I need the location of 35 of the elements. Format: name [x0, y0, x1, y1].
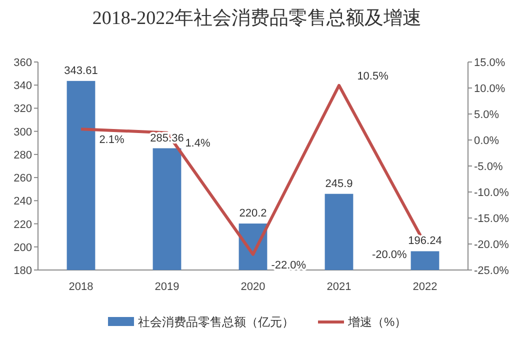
y2-tick-label: -15.0%	[474, 213, 510, 225]
y-tick-label: 220	[14, 218, 32, 231]
y-tick-label: 360	[14, 57, 32, 69]
data-label: 10.5%	[357, 70, 389, 82]
y-tick-label: 260	[14, 172, 32, 185]
data-label: 343.61	[64, 64, 98, 77]
x-tick-label: 2020	[240, 281, 266, 293]
x-tick-label: 2021	[326, 281, 352, 293]
y2-tick-label: -20.0%	[474, 239, 510, 251]
legend-label: 增速（%）	[347, 315, 407, 329]
y2-tick-label: 5.0%	[474, 109, 500, 121]
legend-label: 社会消费品零售总额（亿元）	[138, 315, 294, 329]
y2-tick-label: -5.0%	[474, 161, 503, 173]
y-tick-label: 300	[14, 126, 32, 138]
x-tick-label: 2022	[412, 281, 438, 293]
y-tick-label: 180	[14, 265, 32, 277]
y2-tick-label: 0.0%	[474, 135, 500, 147]
data-label: -22.0%	[271, 259, 306, 272]
data-label: -20.0%	[372, 249, 408, 261]
y-tick-label: 340	[14, 80, 32, 92]
y-tick-label: 200	[14, 242, 32, 254]
y2-tick-label: 15.0%	[474, 57, 506, 69]
data-label: 1.4%	[185, 138, 210, 150]
x-tick-label: 2019	[154, 281, 180, 293]
y2-tick-label: 10.0%	[474, 83, 506, 95]
y-tick-label: 240	[14, 196, 32, 208]
y-tick-label: 280	[14, 149, 32, 162]
data-label: 2.1%	[99, 134, 124, 146]
data-label: 245.9	[325, 178, 353, 190]
y-tick-label: 320	[14, 103, 32, 116]
data-label: 220.2	[239, 208, 267, 220]
y2-tick-label: -10.0%	[474, 187, 510, 199]
x-tick-label: 2018	[68, 281, 94, 293]
y2-tick-label: -25.0%	[474, 265, 510, 277]
chart-title: 2018-2022年社会消费品零售总额及增速	[92, 7, 422, 29]
